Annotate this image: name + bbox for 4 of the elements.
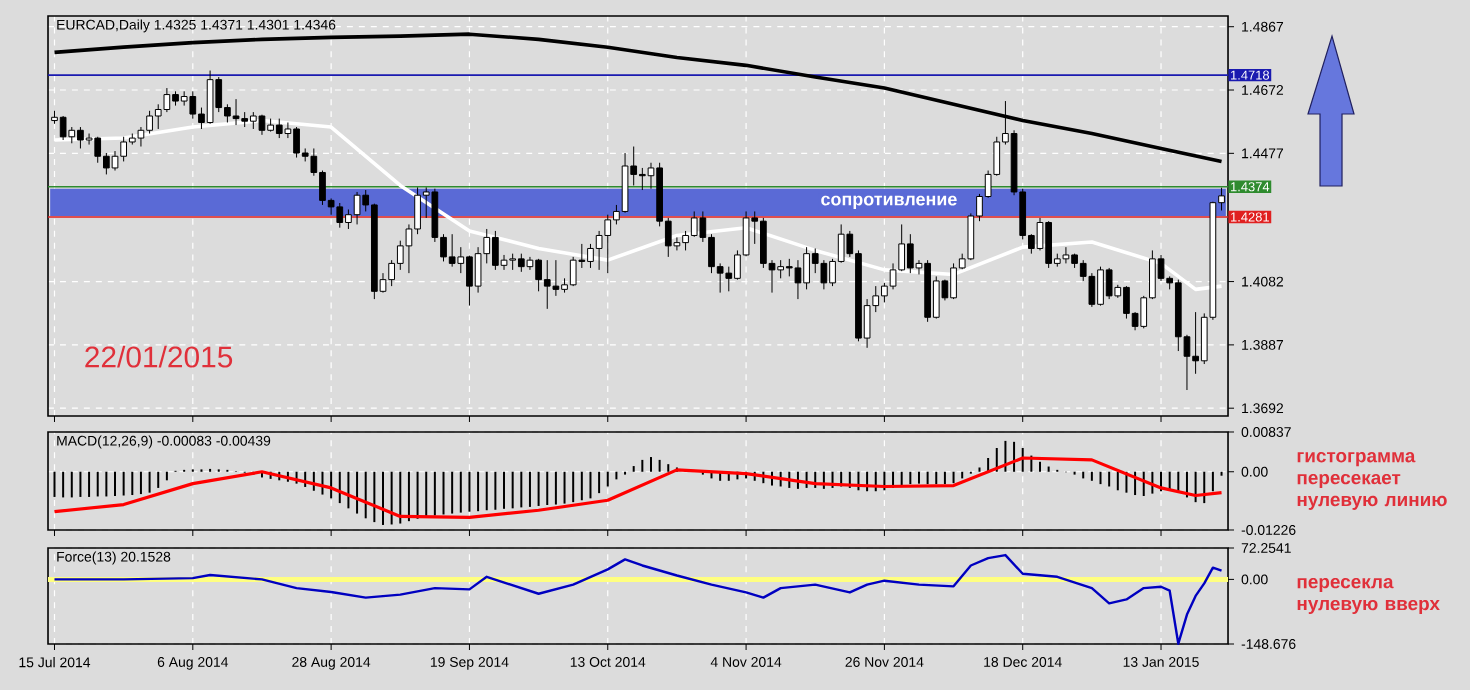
annotation: 22/01/2015 [85,345,233,368]
text: пересекла нулевую вверх [1297,577,1440,615]
band-label: сопротивление [821,195,957,210]
text: гистограмма пересекает нулевую линию [1297,452,1447,510]
